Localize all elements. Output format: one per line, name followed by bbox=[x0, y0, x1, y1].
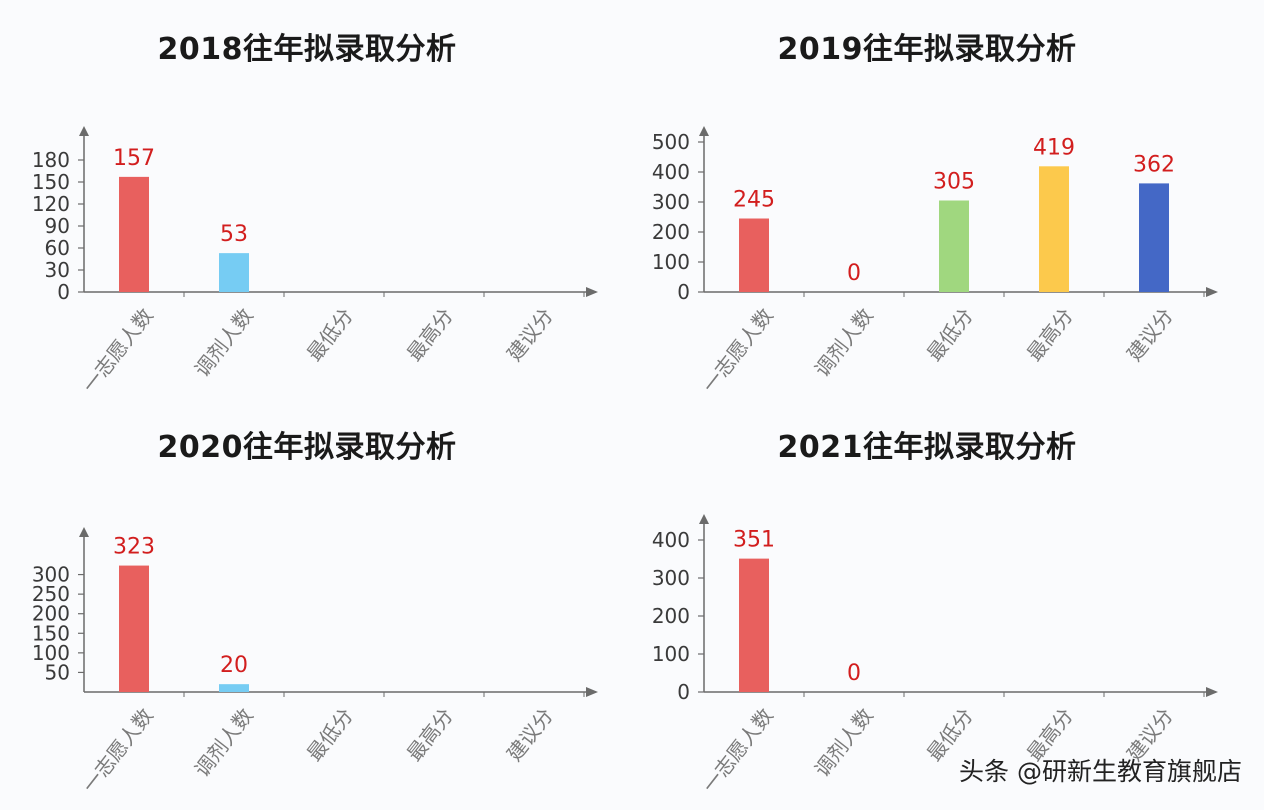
y-tick-label: 100 bbox=[652, 250, 690, 274]
y-tick-label: 150 bbox=[32, 170, 70, 194]
category-label: 调剂人数 bbox=[190, 304, 258, 382]
data-label: 419 bbox=[1033, 135, 1075, 160]
data-label: 53 bbox=[220, 222, 248, 247]
data-label: 351 bbox=[733, 528, 775, 553]
y-tick-label: 0 bbox=[677, 280, 690, 304]
data-label: 323 bbox=[113, 535, 155, 560]
y-tick-label: 200 bbox=[32, 602, 70, 626]
bar bbox=[739, 218, 769, 292]
bar bbox=[1039, 166, 1069, 292]
chart-title-2021: 2021往年拟录取分析 bbox=[777, 430, 1077, 465]
y-axis-arrow bbox=[699, 514, 709, 524]
y-axis-arrow bbox=[79, 527, 89, 537]
x-axis-arrow bbox=[586, 287, 598, 297]
category-label: 一志愿人数 bbox=[77, 704, 157, 798]
watermark: 头条 @研新生教育旗舰店 bbox=[959, 757, 1242, 786]
category-label: 最高分 bbox=[1022, 304, 1078, 366]
chart-title-2018: 2018往年拟录取分析 bbox=[157, 32, 457, 67]
category-label: 建议分 bbox=[502, 304, 558, 366]
category-label: 最高分 bbox=[402, 704, 458, 766]
chart-title-2020: 2020往年拟录取分析 bbox=[157, 430, 457, 465]
category-label: 最低分 bbox=[302, 704, 358, 766]
bar bbox=[939, 200, 969, 292]
category-label: 最高分 bbox=[402, 304, 458, 366]
category-label: 调剂人数 bbox=[810, 704, 878, 782]
data-label: 157 bbox=[113, 146, 155, 171]
category-label: 最低分 bbox=[922, 304, 978, 366]
y-tick-label: 0 bbox=[677, 680, 690, 704]
y-tick-label: 0 bbox=[57, 280, 70, 304]
category-label: 最低分 bbox=[302, 304, 358, 366]
data-label: 0 bbox=[847, 661, 861, 686]
category-label: 建议分 bbox=[502, 704, 558, 766]
y-tick-label: 100 bbox=[32, 641, 70, 665]
y-tick-label: 100 bbox=[652, 642, 690, 666]
bar bbox=[739, 558, 769, 692]
y-tick-label: 400 bbox=[652, 528, 690, 552]
y-tick-label: 30 bbox=[45, 258, 70, 282]
category-label: 建议分 bbox=[1122, 304, 1178, 366]
bar bbox=[219, 684, 249, 692]
y-tick-label: 500 bbox=[652, 130, 690, 154]
bar bbox=[219, 253, 249, 292]
y-tick-label: 300 bbox=[652, 566, 690, 590]
bar bbox=[1139, 183, 1169, 292]
x-axis-arrow bbox=[1206, 287, 1218, 297]
y-axis-arrow bbox=[79, 126, 89, 136]
data-label: 0 bbox=[847, 261, 861, 286]
x-axis-arrow bbox=[1206, 687, 1218, 697]
y-tick-label: 120 bbox=[32, 192, 70, 216]
chart-title-2019: 2019往年拟录取分析 bbox=[777, 32, 1077, 67]
y-tick-label: 180 bbox=[32, 148, 70, 172]
category-label: 调剂人数 bbox=[190, 704, 258, 782]
y-tick-label: 300 bbox=[32, 563, 70, 587]
category-label: 一志愿人数 bbox=[77, 304, 157, 398]
category-label: 一志愿人数 bbox=[697, 704, 777, 798]
data-label: 362 bbox=[1133, 152, 1175, 177]
category-label: 一志愿人数 bbox=[697, 304, 777, 398]
y-tick-label: 250 bbox=[32, 582, 70, 606]
y-tick-label: 200 bbox=[652, 604, 690, 628]
y-tick-label: 60 bbox=[45, 236, 70, 260]
bar bbox=[119, 176, 149, 292]
y-tick-label: 150 bbox=[32, 621, 70, 645]
y-tick-label: 300 bbox=[652, 190, 690, 214]
data-label: 20 bbox=[220, 653, 248, 678]
category-label: 调剂人数 bbox=[810, 304, 878, 382]
y-tick-label: 50 bbox=[45, 660, 70, 684]
y-tick-label: 400 bbox=[652, 160, 690, 184]
y-tick-label: 200 bbox=[652, 220, 690, 244]
data-label: 305 bbox=[933, 170, 975, 195]
bar bbox=[119, 565, 149, 692]
x-axis-arrow bbox=[586, 687, 598, 697]
data-label: 245 bbox=[733, 188, 775, 213]
y-axis-arrow bbox=[699, 126, 709, 136]
y-tick-label: 90 bbox=[45, 214, 70, 238]
